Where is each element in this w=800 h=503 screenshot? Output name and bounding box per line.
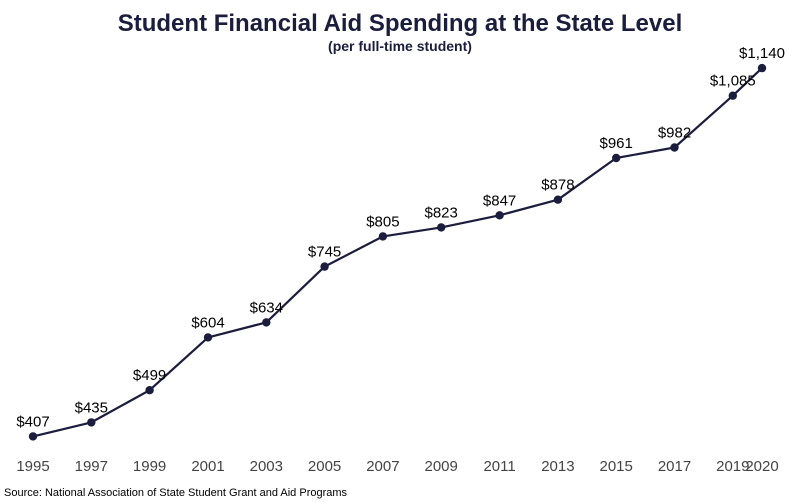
data-label-2009: $823: [425, 204, 458, 221]
x-tick-1995: 1995: [16, 458, 49, 475]
data-point-2009: [437, 223, 446, 232]
data-label-1995: $407: [16, 413, 49, 430]
x-tick-2015: 2015: [600, 458, 633, 475]
x-tick-1997: 1997: [75, 458, 108, 475]
data-labels: $407 $435 $499 $604 $634 $745 $805 $823 $847 $878…: [16, 45, 785, 430]
data-label-1997: $435: [75, 399, 108, 416]
data-label-1999: $499: [133, 367, 166, 384]
data-points: [28, 63, 767, 441]
data-point-1995: [28, 432, 38, 441]
chart-title: Student Financial Aid Spending at the St…: [118, 10, 683, 37]
data-point-2001: [203, 333, 213, 342]
data-point-2003: [262, 318, 271, 327]
data-point-1997: [87, 418, 96, 427]
source-note: Source: National Association of State St…: [4, 487, 348, 499]
x-tick-2009: 2009: [425, 458, 458, 475]
x-tick-2020: 2020: [745, 458, 778, 475]
data-label-2001: $604: [191, 314, 224, 331]
data-point-2015: [612, 153, 621, 163]
data-label-2019: $1,085: [710, 73, 756, 90]
data-label-2003: $634: [250, 299, 283, 316]
x-tick-2001: 2001: [191, 458, 224, 475]
x-tick-2005: 2005: [308, 458, 341, 475]
x-tick-2007: 2007: [366, 458, 399, 475]
x-tick-2019: 2019: [716, 458, 749, 475]
x-axis-ticks: 1995 1997 1999 2001 2003 2005 2007 2009 2011 2013…: [16, 458, 778, 475]
data-point-2011: [495, 211, 504, 220]
data-point-1999: [145, 386, 154, 395]
data-point-2019: [728, 91, 737, 100]
x-tick-1999: 1999: [133, 458, 166, 475]
data-label-2013: $878: [541, 177, 574, 194]
data-point-2017: [670, 143, 679, 152]
data-point-2020: [757, 63, 767, 73]
x-tick-2013: 2013: [541, 458, 574, 475]
data-label-2020: $1,140: [739, 45, 785, 62]
data-label-2017: $982: [658, 125, 691, 142]
chart-subtitle: (per full-time student): [328, 38, 472, 54]
plot-area: $407 $435 $499 $604 $634 $745 $805 $823 $847 $878…: [16, 45, 785, 475]
data-point-2005: [320, 262, 329, 271]
data-label-2007: $805: [366, 213, 399, 230]
x-tick-2017: 2017: [658, 458, 691, 475]
data-label-2015: $961: [600, 135, 633, 152]
x-tick-2003: 2003: [250, 458, 283, 475]
data-point-2007: [378, 232, 388, 241]
series-line: [32, 67, 763, 438]
data-label-2005: $745: [308, 244, 341, 261]
data-point-2013: [553, 195, 563, 204]
x-tick-2011: 2011: [483, 458, 515, 475]
data-label-2011: $847: [483, 192, 516, 209]
